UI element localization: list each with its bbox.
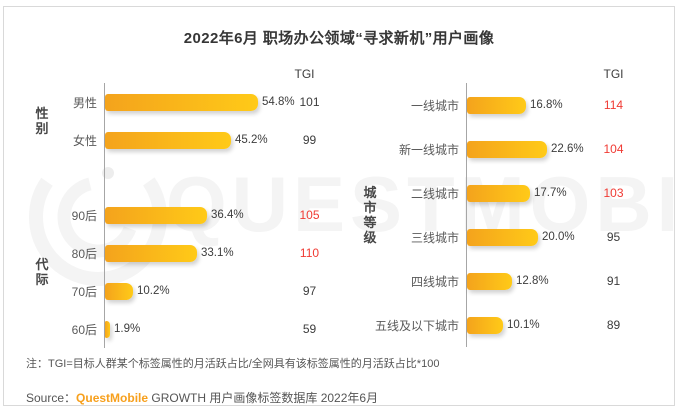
- bar-zone: 10.1%: [466, 316, 591, 334]
- bar-zone: 54.8%: [104, 93, 295, 111]
- category-label: 一线城市: [410, 98, 459, 113]
- group-label: 代 际: [35, 257, 49, 287]
- bar-row: 80后 33.1% 110: [24, 234, 332, 272]
- percent-label: 22.6%: [551, 143, 584, 155]
- bar-row: 60后 1.9% 59: [24, 310, 332, 348]
- tgi-column-header-left: TGI: [294, 67, 315, 81]
- axis-line-right: [466, 83, 467, 347]
- bar-zone: 10.2%: [104, 282, 287, 300]
- value-bar: [467, 228, 538, 246]
- bar-zone: 20.0%: [466, 228, 591, 246]
- bar-zone: 16.8%: [466, 96, 591, 114]
- tgi-value: 105: [299, 208, 320, 222]
- category-label: 四线城市: [410, 274, 459, 289]
- right-chart-rows: 一线城市 16.8% 114 新一线城市 22.6% 104 二线城市 17.7% 103 三线城…: [362, 83, 636, 347]
- source-suffix: GROWTH 用户画像标签数据库 2022年6月: [148, 391, 379, 405]
- category-label: 70后: [71, 284, 97, 299]
- value-bar: [105, 244, 197, 262]
- bar-zone: 12.8%: [466, 272, 591, 290]
- category-label: 二线城市: [410, 186, 459, 201]
- left-bar-chart: TGI 男性 54.8% 101 女性 45.2% 99 90后 36.4% 105 80后 33.…: [24, 65, 332, 351]
- tgi-value: 91: [606, 274, 621, 288]
- bar-row: 三线城市 20.0% 95: [362, 215, 636, 259]
- category-label: 五线及以下城市: [374, 318, 459, 333]
- source-line: Source：QuestMobile GROWTH 用户画像标签数据库 2022…: [26, 389, 379, 405]
- category-label: 60后: [71, 322, 97, 337]
- value-bar: [105, 320, 110, 338]
- tgi-value: 101: [299, 95, 320, 109]
- bar-row: 新一线城市 22.6% 104: [362, 127, 636, 171]
- percent-label: 10.1%: [507, 319, 540, 331]
- tgi-value: 59: [302, 322, 317, 336]
- bar-zone: 17.7%: [466, 184, 591, 202]
- percent-label: 33.1%: [201, 247, 234, 259]
- value-bar: [105, 131, 231, 149]
- left-chart-rows: 男性 54.8% 101 女性 45.2% 99 90后 36.4% 105 80后 33.1% 11…: [24, 83, 332, 348]
- bar-row: 男性 54.8% 101: [24, 83, 332, 121]
- bar-row: 二线城市 17.7% 103: [362, 171, 636, 215]
- tgi-value: 95: [606, 230, 621, 244]
- tgi-value: 104: [603, 142, 624, 156]
- group-spacer: [24, 159, 332, 196]
- bar-zone: 22.6%: [466, 140, 591, 158]
- source-prefix: Source：: [26, 391, 77, 405]
- percent-label: 1.9%: [114, 323, 141, 335]
- category-label: 女性: [72, 133, 97, 148]
- value-bar: [467, 184, 530, 202]
- value-bar: [467, 272, 512, 290]
- value-bar: [467, 316, 503, 334]
- category-label: 90后: [71, 208, 97, 223]
- chart-card: QUESTMOBILE 2022年6月 职场办公领域“寻求新机”用户画像 TGI…: [3, 6, 675, 406]
- bar-row: 一线城市 16.8% 114: [362, 83, 636, 127]
- bar-row: 90后 36.4% 105: [24, 196, 332, 234]
- bar-zone: 45.2%: [104, 131, 287, 149]
- percent-label: 36.4%: [211, 209, 244, 221]
- bar-row: 五线及以下城市 10.1% 89: [362, 303, 636, 347]
- tgi-value: 114: [603, 98, 624, 112]
- category-label: 三线城市: [410, 230, 459, 245]
- percent-label: 10.2%: [137, 285, 170, 297]
- percent-label: 45.2%: [235, 134, 268, 146]
- bar-zone: 33.1%: [104, 244, 287, 262]
- value-bar: [467, 96, 526, 114]
- tgi-column-header-right: TGI: [603, 67, 624, 81]
- value-bar: [105, 282, 133, 300]
- percent-label: 16.8%: [530, 99, 563, 111]
- category-label: 男性: [72, 95, 97, 110]
- tgi-value: 103: [603, 186, 624, 200]
- group-label: 城 市 等 级: [363, 185, 377, 245]
- percent-label: 20.0%: [542, 231, 575, 243]
- tgi-definition-note: 注：TGI=目标人群某个标签属性的月活跃占比/全网具有该标签属性的月活跃占比*1…: [26, 358, 440, 370]
- source-brand: QuestMobile: [76, 391, 149, 405]
- value-bar: [467, 140, 547, 158]
- value-bar: [105, 93, 258, 111]
- bar-row: 四线城市 12.8% 91: [362, 259, 636, 303]
- bar-zone: 1.9%: [104, 320, 287, 338]
- bar-zone: 36.4%: [104, 206, 287, 224]
- value-bar: [105, 206, 207, 224]
- tgi-value: 99: [302, 133, 317, 147]
- bar-row: 女性 45.2% 99: [24, 121, 332, 159]
- tgi-value: 110: [299, 246, 320, 260]
- page-title: 2022年6月 职场办公领域“寻求新机”用户画像: [183, 30, 495, 47]
- percent-label: 17.7%: [534, 187, 567, 199]
- tgi-value: 97: [302, 284, 317, 298]
- tgi-value: 89: [606, 318, 621, 332]
- group-label: 性 别: [35, 106, 49, 136]
- percent-label: 12.8%: [516, 275, 549, 287]
- right-bar-chart: TGI 一线城市 16.8% 114 新一线城市 22.6% 104 二线城市 17.7% 10…: [362, 65, 636, 351]
- category-label: 新一线城市: [398, 142, 459, 157]
- percent-label: 54.8%: [262, 96, 295, 108]
- bar-row: 70后 10.2% 97: [24, 272, 332, 310]
